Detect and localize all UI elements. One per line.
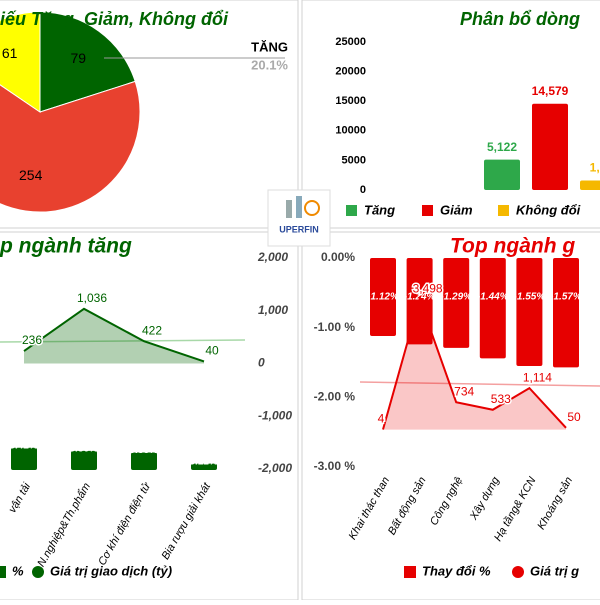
value-label: -1.57%	[550, 292, 582, 303]
trend-line	[359, 381, 600, 387]
area-value-label: 236	[22, 333, 42, 347]
legend-swatch	[498, 205, 509, 216]
area-value-label: 1,036	[77, 291, 107, 305]
legend-label: %	[12, 563, 24, 578]
y-tick-label: 20000	[335, 66, 366, 78]
y2-tick-label: 2,000	[257, 250, 288, 264]
area-value-label: 4	[378, 412, 385, 426]
legend-swatch	[346, 205, 357, 216]
legend-label: Giảm	[440, 202, 473, 217]
legend-swatch	[422, 205, 433, 216]
slice-label: 254	[19, 167, 43, 183]
trend-line	[0, 339, 246, 343]
y-tick-label: 0.00%	[321, 250, 355, 264]
bar	[443, 258, 470, 348]
pie-slice	[0, 80, 141, 213]
bar	[532, 103, 568, 190]
value-label: 5,122	[487, 140, 517, 154]
legend-swatch	[512, 566, 524, 578]
legend-label: Thay đổi %	[422, 563, 491, 578]
area-line	[23, 307, 205, 363]
bar	[71, 450, 97, 470]
bar	[370, 258, 396, 337]
bar	[553, 258, 579, 368]
bar	[516, 258, 543, 366]
legend-swatch	[0, 566, 6, 578]
legend-swatch	[404, 566, 416, 578]
y-tick-label: 15000	[335, 95, 366, 107]
bar	[11, 447, 37, 470]
legend-label: Giá trị giao dịch (tỷ)	[50, 563, 172, 578]
bar	[484, 159, 520, 190]
y-tick-label: -1.00 %	[314, 320, 356, 334]
panel	[0, 231, 299, 601]
legend-label: Không đổi	[516, 202, 581, 217]
area-fill	[24, 308, 204, 364]
slice-label: 61	[2, 45, 18, 61]
annotation-label: TĂNG	[251, 39, 288, 54]
y-tick-label: 25000	[335, 36, 366, 48]
value-label: 14,579	[532, 84, 569, 98]
value-label: 0.12%	[190, 456, 218, 467]
y-tick-label: -3.00 %	[314, 459, 356, 473]
value-label: 0.42%	[10, 440, 38, 451]
slice-label: 79	[71, 50, 87, 66]
y2-tick-label: 0	[258, 356, 265, 370]
value-label: 0.36%	[70, 444, 98, 455]
area-value-label: 533	[491, 392, 511, 406]
bar	[191, 463, 217, 470]
value-label: -1.29%	[440, 292, 472, 303]
chart-title: Phân bổ dòng	[460, 9, 580, 29]
logo-text: UPERFIN	[279, 224, 319, 234]
y-tick-label: 0	[360, 184, 366, 196]
area-value-label: 422	[142, 323, 162, 337]
value-label: 0.33%	[130, 445, 158, 456]
y2-tick-label: -2,000	[258, 461, 292, 475]
area-value-label: 3,498	[413, 281, 443, 295]
legend-swatch	[32, 566, 44, 578]
y2-tick-label: -1,000	[258, 408, 292, 422]
area-value-label: 40	[205, 344, 219, 358]
legend-label: Tăng	[364, 202, 395, 217]
chart-title: iếu Tăng, Giảm, Không đổi	[0, 9, 229, 29]
value-label: -1.55%	[514, 292, 546, 303]
area-value-label: 734	[454, 384, 474, 398]
area-value-label: 50	[567, 410, 581, 424]
y-tick-label: -2.00 %	[314, 390, 356, 404]
area-line	[382, 295, 567, 430]
pie-slice	[39, 11, 136, 113]
chart-title: p ngành tăng	[0, 235, 132, 258]
value-label: -1.44%	[477, 292, 509, 303]
logo: UPERFIN	[267, 189, 331, 247]
bar	[131, 452, 157, 470]
bar	[479, 258, 506, 359]
value-label: 1,6	[590, 161, 600, 175]
legend-label: Giá trị g	[530, 563, 579, 578]
y2-tick-label: 1,000	[258, 303, 288, 317]
annotation-value: 20.1%	[251, 57, 288, 72]
pie-slice	[0, 11, 41, 113]
chart-title: Top ngành g	[450, 235, 575, 258]
y-tick-label: 10000	[335, 125, 366, 137]
value-label: -1.12%	[367, 292, 399, 303]
bar	[580, 180, 600, 190]
area-value-label: 1,114	[523, 370, 552, 384]
y-tick-label: 5000	[342, 154, 366, 166]
